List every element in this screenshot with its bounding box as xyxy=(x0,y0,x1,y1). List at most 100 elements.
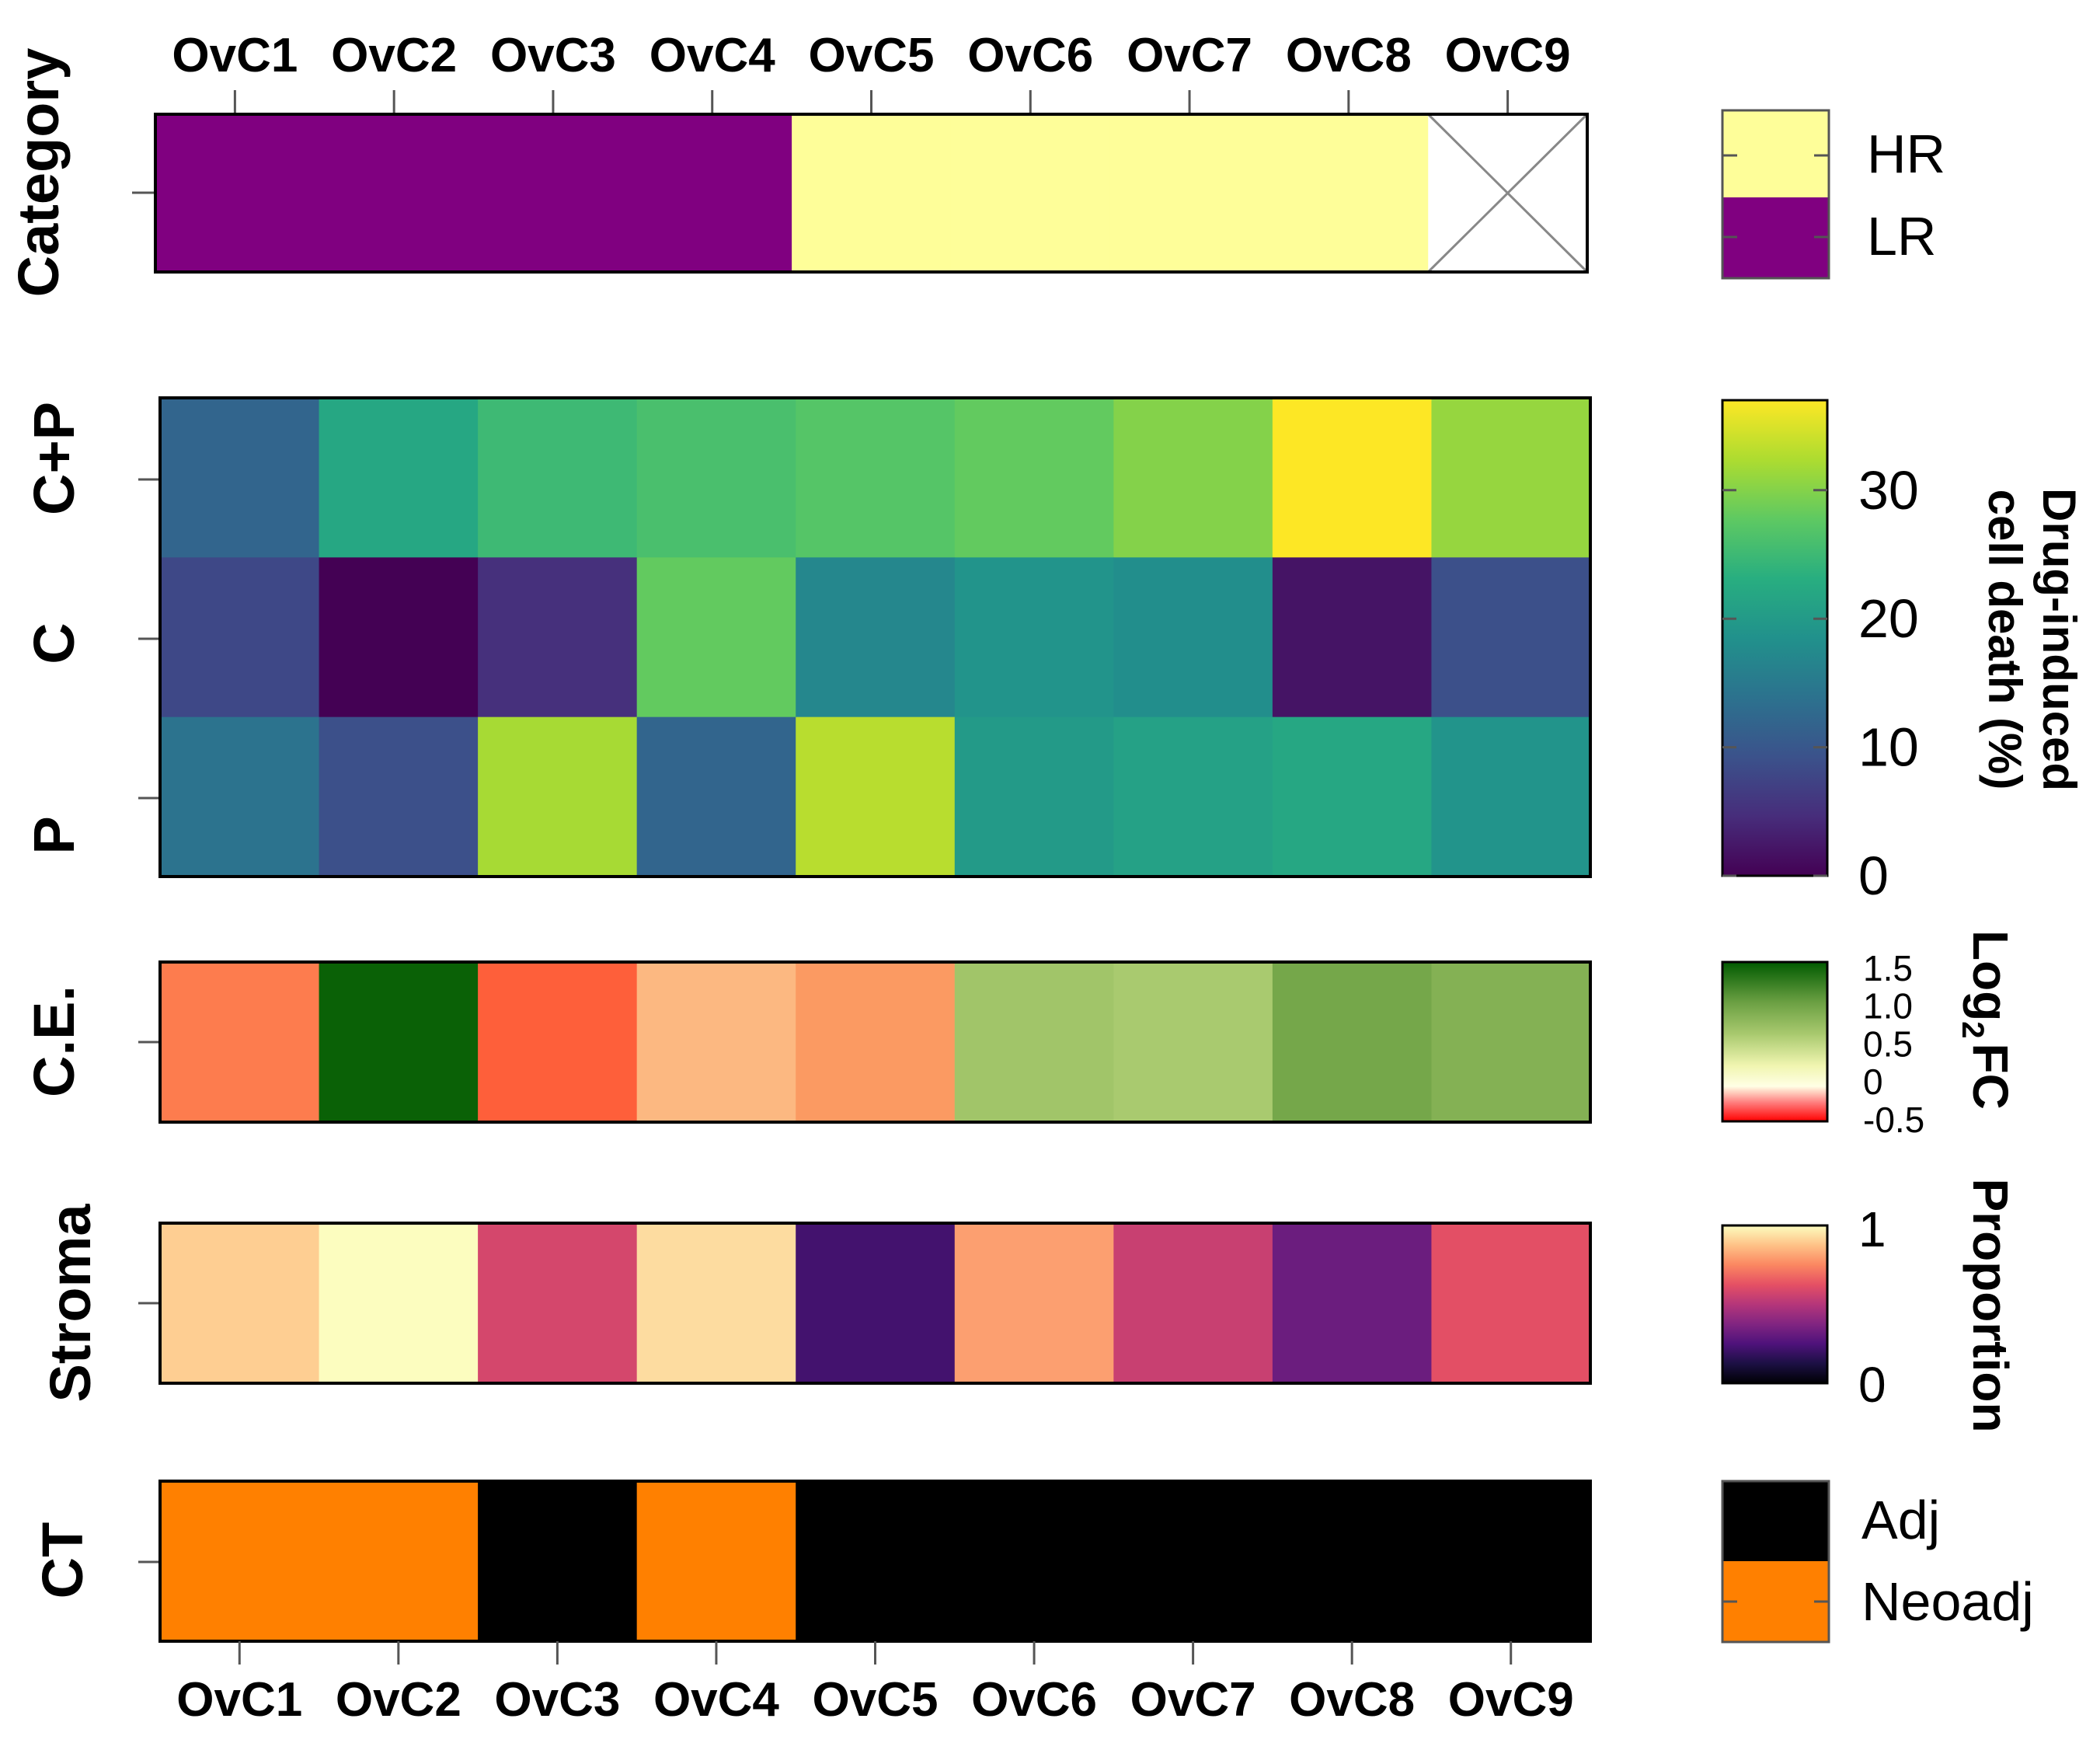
drug-cell xyxy=(319,557,479,718)
ct-cell xyxy=(160,1481,320,1641)
stroma-row xyxy=(160,1223,1591,1383)
row-label-ce: C.E. xyxy=(22,985,86,1097)
sample-label-top: OvC2 xyxy=(331,29,457,82)
category-cell xyxy=(792,114,952,272)
drug-cell xyxy=(160,557,320,718)
left-axis-ticks xyxy=(132,191,160,1563)
sample-label-bottom: OvC4 xyxy=(653,1673,779,1727)
ct-cell xyxy=(796,1481,956,1641)
drug-response-panel xyxy=(160,398,1591,877)
stroma-cell xyxy=(796,1223,956,1383)
drug-cell xyxy=(1272,716,1432,877)
drug-cell xyxy=(1113,716,1273,877)
stroma-cell xyxy=(160,1223,320,1383)
drug-cell xyxy=(1431,398,1591,558)
top-sample-labels: OvC1 OvC2 OvC3 OvC4 OvC5 OvC6 OvC7 OvC8 OvC9 xyxy=(172,29,1570,82)
ct-cell xyxy=(1431,1481,1591,1641)
ce-cell xyxy=(954,962,1114,1122)
ce-colorbar-ticks: 1.51.00.50-0.5 xyxy=(1863,948,1924,1140)
stroma-tick-1: 1 xyxy=(1858,1201,1886,1257)
category-legend: HR LR xyxy=(1721,109,1945,280)
stroma-cell xyxy=(319,1223,479,1383)
legend-swatch-hr xyxy=(1722,110,1829,197)
ct-cell xyxy=(954,1481,1114,1641)
drug-cell xyxy=(160,398,320,558)
top-axis-ticks xyxy=(233,90,1510,114)
sample-label-bottom: OvC1 xyxy=(176,1673,302,1727)
ct-cell xyxy=(636,1481,796,1641)
sample-label-bottom: OvC8 xyxy=(1289,1673,1415,1727)
stroma-cell xyxy=(636,1223,796,1383)
sample-label-bottom: OvC5 xyxy=(813,1673,939,1727)
ce-cell xyxy=(796,962,956,1122)
drug-legend-title-line2: cell death (%) xyxy=(1979,490,2031,790)
stroma-cell xyxy=(954,1223,1114,1383)
colorbar-tick-label: 10 xyxy=(1858,717,1919,778)
sample-label-top: OvC8 xyxy=(1286,29,1412,82)
drug-cell xyxy=(478,398,638,558)
sample-label-bottom: OvC7 xyxy=(1130,1673,1256,1727)
drug-colorbar-legend: 0 10 20 30 Drug-induced cell death (%) xyxy=(1721,399,2085,906)
drug-colorbar-ticks: 0 10 20 30 xyxy=(1722,460,1919,906)
sample-label-bottom: OvC3 xyxy=(494,1673,620,1727)
drug-cell xyxy=(954,557,1114,718)
drug-cell xyxy=(319,716,479,877)
drug-cell xyxy=(478,716,638,877)
drug-cell xyxy=(636,398,796,558)
viridis-colorbar xyxy=(1721,399,1829,877)
row-label-ct: CT xyxy=(30,1522,95,1599)
sample-label-bottom: OvC9 xyxy=(1448,1673,1574,1727)
stroma-colorbar-legend: 1 0 Proportion xyxy=(1721,1178,2018,1433)
na-cross-line xyxy=(1427,113,1589,274)
ct-cell xyxy=(1113,1481,1273,1641)
drug-cell xyxy=(160,716,320,877)
drug-cell xyxy=(954,398,1114,558)
ct-cell xyxy=(478,1481,638,1641)
drug-cell xyxy=(1431,716,1591,877)
stroma-cell xyxy=(1113,1223,1273,1383)
category-cell xyxy=(1269,114,1429,272)
ce-tick-label: 0 xyxy=(1863,1061,1883,1102)
stroma-cell xyxy=(478,1223,638,1383)
sample-label-bottom: OvC6 xyxy=(971,1673,1097,1727)
ce-tick-label: 1.0 xyxy=(1863,986,1913,1027)
magma-colorbar xyxy=(1721,1224,1829,1385)
drug-cell xyxy=(1113,557,1273,718)
drug-cell xyxy=(478,557,638,718)
drug-cell xyxy=(796,557,956,718)
sample-label-top: OvC7 xyxy=(1127,29,1252,82)
sample-label-top: OvC1 xyxy=(172,29,298,82)
ce-cell xyxy=(319,962,479,1122)
ce-cell xyxy=(636,962,796,1122)
bottom-sample-labels: OvC1 OvC2 OvC3 OvC4 OvC5 OvC6 OvC7 OvC8 OvC9 xyxy=(176,1673,1573,1727)
drug-cell xyxy=(1431,557,1591,718)
stroma-cell xyxy=(1272,1223,1432,1383)
colorbar-tick-label: 20 xyxy=(1858,588,1919,649)
ce-tick-label: 0.5 xyxy=(1863,1023,1913,1064)
drug-cell xyxy=(796,398,956,558)
drug-cell xyxy=(1113,398,1273,558)
row-label-stroma: Stroma xyxy=(38,1204,103,1403)
category-cell xyxy=(314,114,475,272)
legend-label-neoadj: Neoadj xyxy=(1861,1571,2034,1632)
ce-tick-label: 1.5 xyxy=(1863,948,1913,988)
stroma-tick-0: 0 xyxy=(1858,1357,1886,1413)
sample-label-top: OvC9 xyxy=(1445,29,1571,82)
legend-label-lr: LR xyxy=(1867,206,1936,267)
category-cell xyxy=(632,114,792,272)
ct-cell xyxy=(319,1481,479,1641)
ct-cell xyxy=(1272,1481,1432,1641)
ce-cell xyxy=(1431,962,1591,1122)
row-label-cp: C+P xyxy=(22,402,86,515)
row-label-p: P xyxy=(22,816,86,854)
category-cell xyxy=(473,114,633,272)
drug-cell xyxy=(1272,557,1432,718)
category-cell xyxy=(155,114,315,272)
sample-label-top: OvC6 xyxy=(967,29,1093,82)
ce-tick-label: -0.5 xyxy=(1863,1100,1924,1140)
stroma-legend-title: Proportion xyxy=(1962,1178,2018,1432)
ce-cell xyxy=(160,962,320,1122)
drug-cell xyxy=(319,398,479,558)
legend-swatch-lr xyxy=(1722,197,1829,278)
